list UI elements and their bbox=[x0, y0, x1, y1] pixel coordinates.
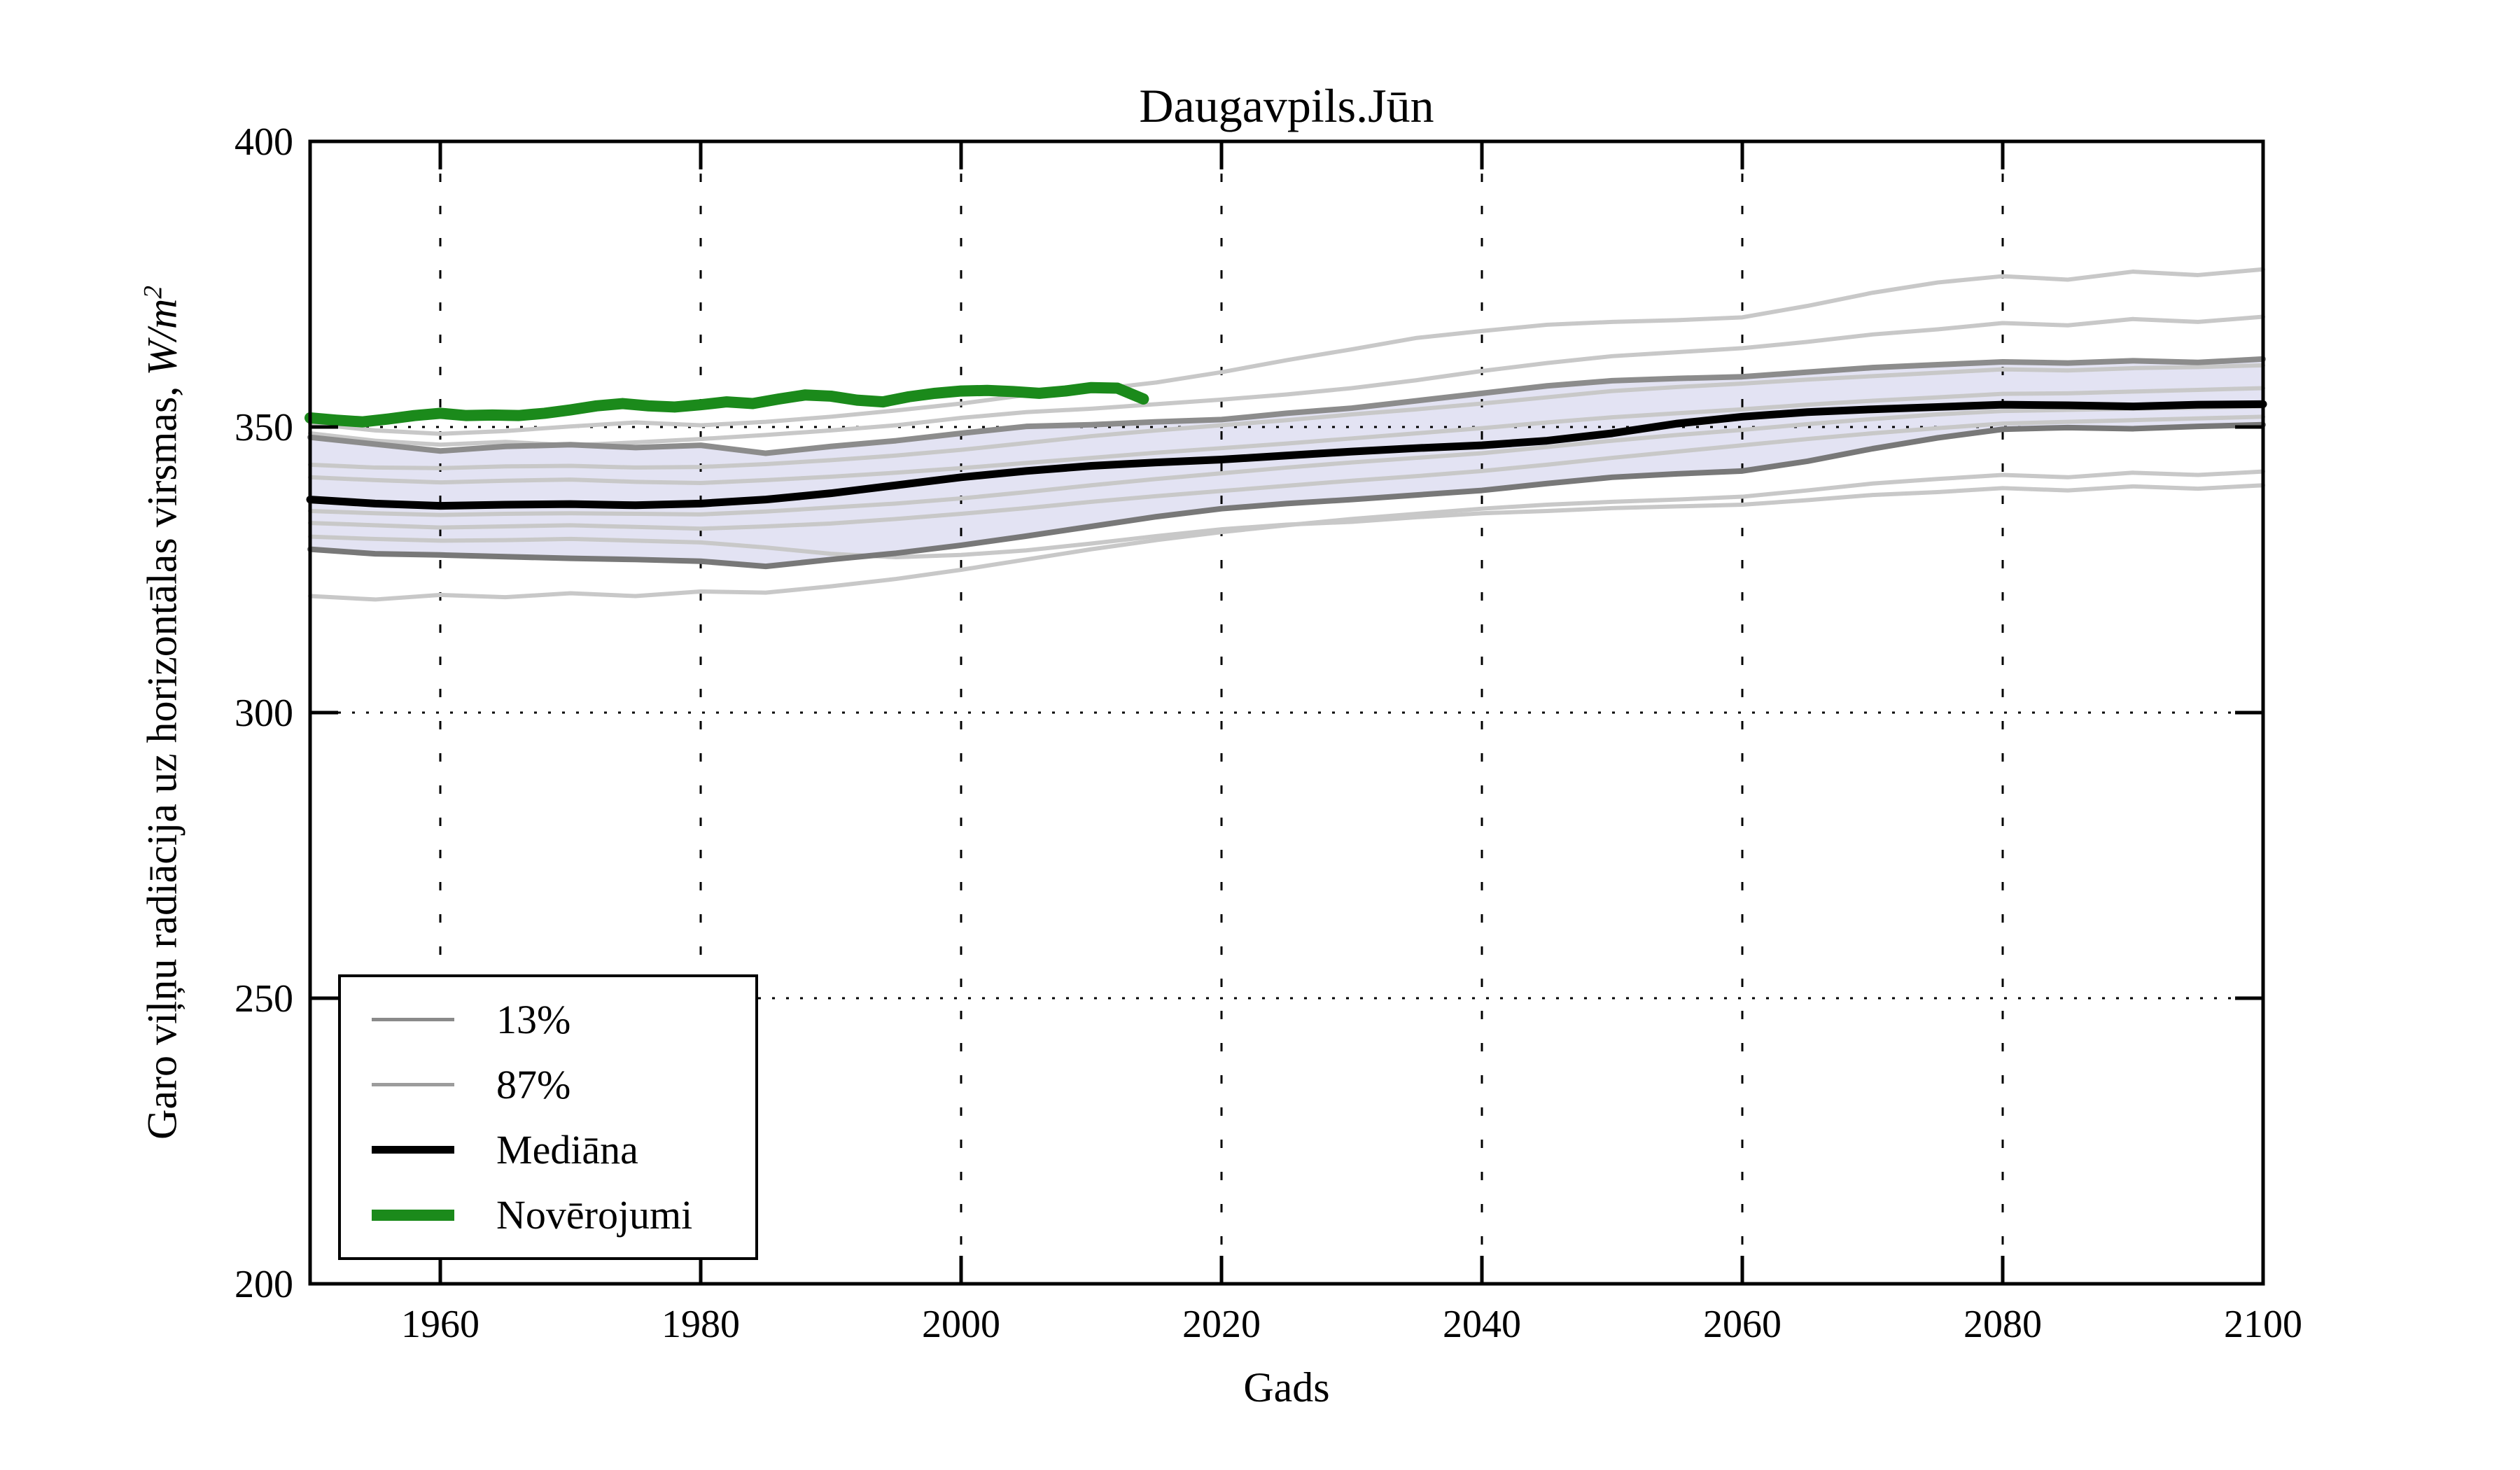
x-tick-label: 2060 bbox=[1703, 1303, 1782, 1346]
legend: 13% 87% Mediāna Novērojumi bbox=[338, 974, 758, 1260]
ensemble-member-lines bbox=[308, 267, 2265, 602]
x-tick-label: 2040 bbox=[1443, 1303, 1521, 1346]
x-tick-label: 2100 bbox=[2224, 1303, 2302, 1346]
legend-item: Mediāna bbox=[341, 1126, 755, 1172]
series-line-ensemble-member-1 bbox=[308, 267, 2265, 436]
series-line-ensemble-member-6 bbox=[308, 414, 2265, 531]
y-axis-unit-exponent: 2 bbox=[139, 286, 168, 299]
x-tick-label: 2080 bbox=[1963, 1303, 2042, 1346]
legend-item-label: 87% bbox=[496, 1061, 571, 1107]
y-axis-label: Garo viļņu radiācija uz horizontālas vir… bbox=[139, 286, 187, 1140]
observations-line bbox=[304, 382, 1149, 428]
confidence-band bbox=[310, 358, 2263, 567]
series-line-ensemble-member-3 bbox=[308, 363, 2265, 470]
y-tick-label: 200 bbox=[234, 1263, 293, 1306]
percentile-lines bbox=[307, 356, 2266, 570]
y-axis-label-text: Garo viļņu radiācija uz horizontālas vir… bbox=[139, 375, 186, 1140]
median-line bbox=[306, 400, 2267, 510]
axis-ticks bbox=[310, 139, 2265, 1286]
y-tick-label: 400 bbox=[234, 120, 293, 164]
legend-item-label: Novērojumi bbox=[496, 1191, 693, 1238]
tick-labels: 1960 1980 2000 2020 2040 2060 2080 2100 200 250 30… bbox=[234, 120, 2302, 1346]
legend-item-label: Mediāna bbox=[496, 1126, 638, 1172]
x-tick-label: 2020 bbox=[1182, 1303, 1261, 1346]
y-tick-label: 300 bbox=[234, 692, 293, 735]
legend-line-sample bbox=[372, 1083, 454, 1086]
legend-line-sample bbox=[372, 1209, 454, 1221]
y-tick-label: 250 bbox=[234, 977, 293, 1021]
x-axis-label: Gads bbox=[1243, 1364, 1330, 1410]
series-line-ensemble-member-5 bbox=[308, 404, 2265, 517]
legend-item-label: 13% bbox=[496, 996, 571, 1042]
x-tick-label: 1960 bbox=[401, 1303, 479, 1346]
legend-line-sample bbox=[372, 1018, 454, 1021]
series-line-ensemble-member-8 bbox=[308, 483, 2265, 560]
legend-item: 13% bbox=[341, 996, 755, 1042]
legend-line-sample bbox=[372, 1146, 454, 1154]
legend-item: 87% bbox=[341, 1061, 755, 1107]
series-line-ensemble-member-4 bbox=[308, 386, 2265, 485]
chart-title: Daugavpils.Jūn bbox=[1139, 79, 1434, 132]
series-line-87% bbox=[307, 356, 2266, 456]
y-tick-label: 350 bbox=[234, 406, 293, 449]
series-line-ensemble-member-2 bbox=[308, 314, 2265, 448]
x-tick-label: 1980 bbox=[662, 1303, 740, 1346]
series-line-Mediāna bbox=[306, 400, 2267, 510]
x-tick-label: 2000 bbox=[922, 1303, 1000, 1346]
series-line-13% bbox=[307, 421, 2266, 570]
legend-item: Novērojumi bbox=[341, 1191, 755, 1238]
y-axis-unit: W/m bbox=[139, 298, 186, 376]
series-line-Novērojumi bbox=[304, 382, 1149, 428]
